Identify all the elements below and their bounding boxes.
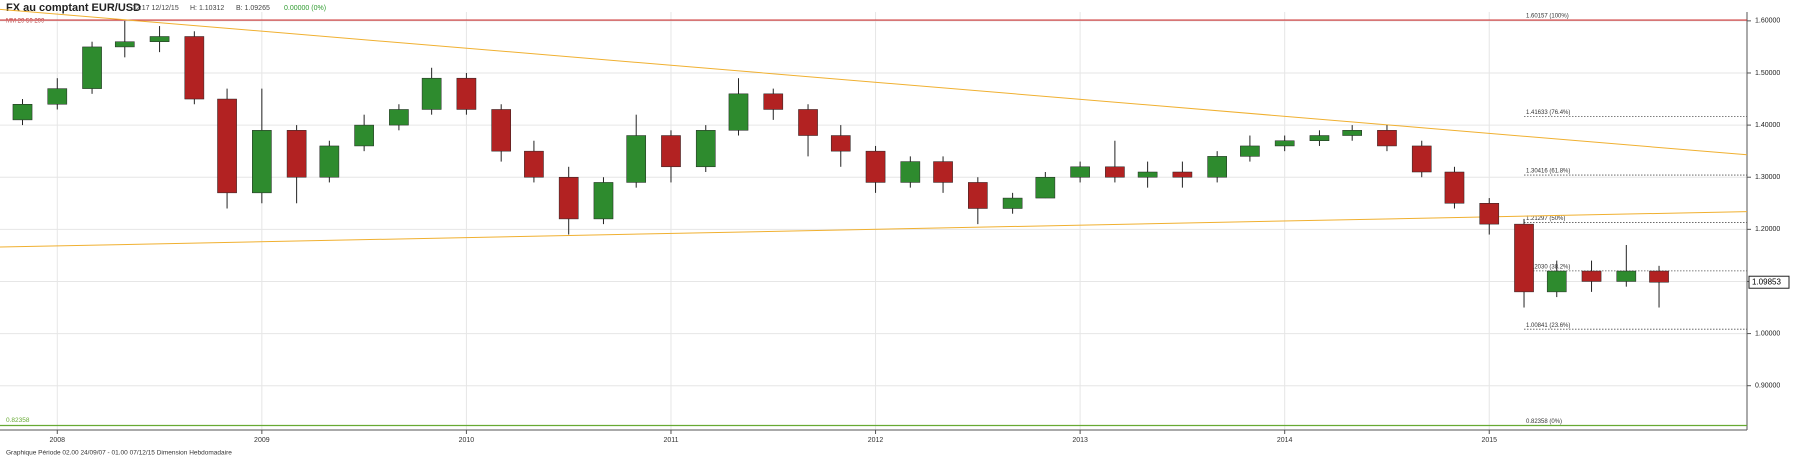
- candle-body: [1514, 223, 1534, 293]
- y-tick-label: 1.20000: [1755, 226, 1780, 233]
- candle-body: [626, 135, 647, 183]
- candle-body: [12, 104, 33, 121]
- candle-body: [1649, 270, 1669, 283]
- x-tick-label: 2015: [1481, 437, 1497, 444]
- x-tick-label: 2013: [1072, 437, 1088, 444]
- level-label: 1.00841 (23.6%): [1526, 323, 1570, 329]
- candle-body: [900, 161, 921, 183]
- candle-body: [286, 130, 307, 178]
- candle-body: [47, 88, 68, 105]
- candle-body: [661, 135, 681, 168]
- candle-body: [421, 77, 442, 110]
- last-price-box: [1748, 275, 1790, 289]
- candle-body: [1172, 171, 1193, 178]
- level-label: 1.60157 (100%): [1526, 14, 1569, 20]
- candle-body: [1411, 145, 1432, 173]
- header-change: 0.00000 (0%): [284, 5, 326, 12]
- candle-body: [1444, 171, 1465, 204]
- y-tick-label: 1.60000: [1755, 18, 1780, 25]
- candle-body: [491, 109, 512, 152]
- candle-body: [1002, 197, 1023, 209]
- candle-body: [389, 109, 409, 126]
- y-tick-label: 1.50000: [1755, 70, 1780, 77]
- candle-body: [524, 150, 544, 178]
- candle-body: [1105, 166, 1125, 178]
- candle-body: [1240, 145, 1260, 157]
- candle-body: [149, 36, 170, 42]
- candle-body: [1342, 130, 1362, 136]
- y-tick-label: 1.30000: [1755, 174, 1780, 181]
- footer: Graphique Période 02.00 24/09/07 - 01.00…: [6, 450, 232, 457]
- x-tick-label: 2014: [1277, 437, 1293, 444]
- candle-body: [1070, 166, 1090, 178]
- header-low: B: 1.09265: [236, 5, 270, 12]
- header-time: 12:17 12/12/15: [132, 5, 179, 12]
- candle-body: [728, 93, 749, 131]
- level-label: 1.41633 (76.4%): [1526, 110, 1570, 116]
- candle-body: [1207, 156, 1227, 178]
- candle-body: [830, 135, 851, 152]
- x-tick-label: 2012: [868, 437, 884, 444]
- x-tick-label: 2010: [459, 437, 475, 444]
- candle-body: [763, 93, 784, 110]
- candle-body: [252, 130, 272, 194]
- candle-body: [456, 77, 477, 110]
- candle-body: [1035, 176, 1056, 199]
- candle-body: [319, 145, 340, 178]
- trendline: [0, 8, 1748, 156]
- x-tick-label: 2009: [254, 437, 270, 444]
- indicator: MM 20 50 200: [6, 19, 45, 25]
- y-tick-label: 1.40000: [1755, 122, 1780, 129]
- candle-body: [798, 109, 818, 136]
- candle-body: [1309, 135, 1330, 141]
- candle-body: [184, 36, 205, 100]
- candle-body: [1137, 171, 1158, 178]
- candle-body: [1581, 270, 1602, 282]
- candle-body: [1479, 203, 1500, 225]
- x-tick-label: 2008: [49, 437, 65, 444]
- candle-body: [593, 182, 614, 220]
- header-high: H: 1.10312: [190, 5, 224, 12]
- level-label: 1.30416 (61.8%): [1526, 169, 1570, 175]
- candle-body: [217, 98, 237, 194]
- candle-body: [354, 124, 374, 147]
- candle-body: [1377, 130, 1397, 147]
- chart-title: FX au comptant EUR/USD: [6, 2, 141, 14]
- y-tick-label: 1.00000: [1755, 330, 1780, 337]
- candle-body: [865, 150, 886, 183]
- y-tick-label: 0.90000: [1755, 383, 1780, 390]
- candle-body: [114, 41, 135, 48]
- trendline: [0, 211, 1748, 248]
- candle-body: [1616, 270, 1637, 282]
- level-label: 0.82358 (0%): [1526, 419, 1562, 425]
- candle-body: [968, 182, 988, 209]
- level-label: 1.21297 (50%): [1526, 216, 1565, 222]
- candle-body: [1546, 270, 1567, 293]
- x-tick-label: 2011: [663, 437, 678, 444]
- level-label: 1.12030 (38.2%): [1526, 264, 1570, 270]
- candle-body: [695, 130, 716, 168]
- candle-body: [558, 176, 579, 220]
- zero-level-label: 0.82358: [6, 417, 30, 424]
- candle-body: [82, 46, 102, 89]
- candle-body: [933, 161, 953, 183]
- candle-body: [1274, 140, 1295, 147]
- last-price-label: 1.09853: [1752, 277, 1781, 286]
